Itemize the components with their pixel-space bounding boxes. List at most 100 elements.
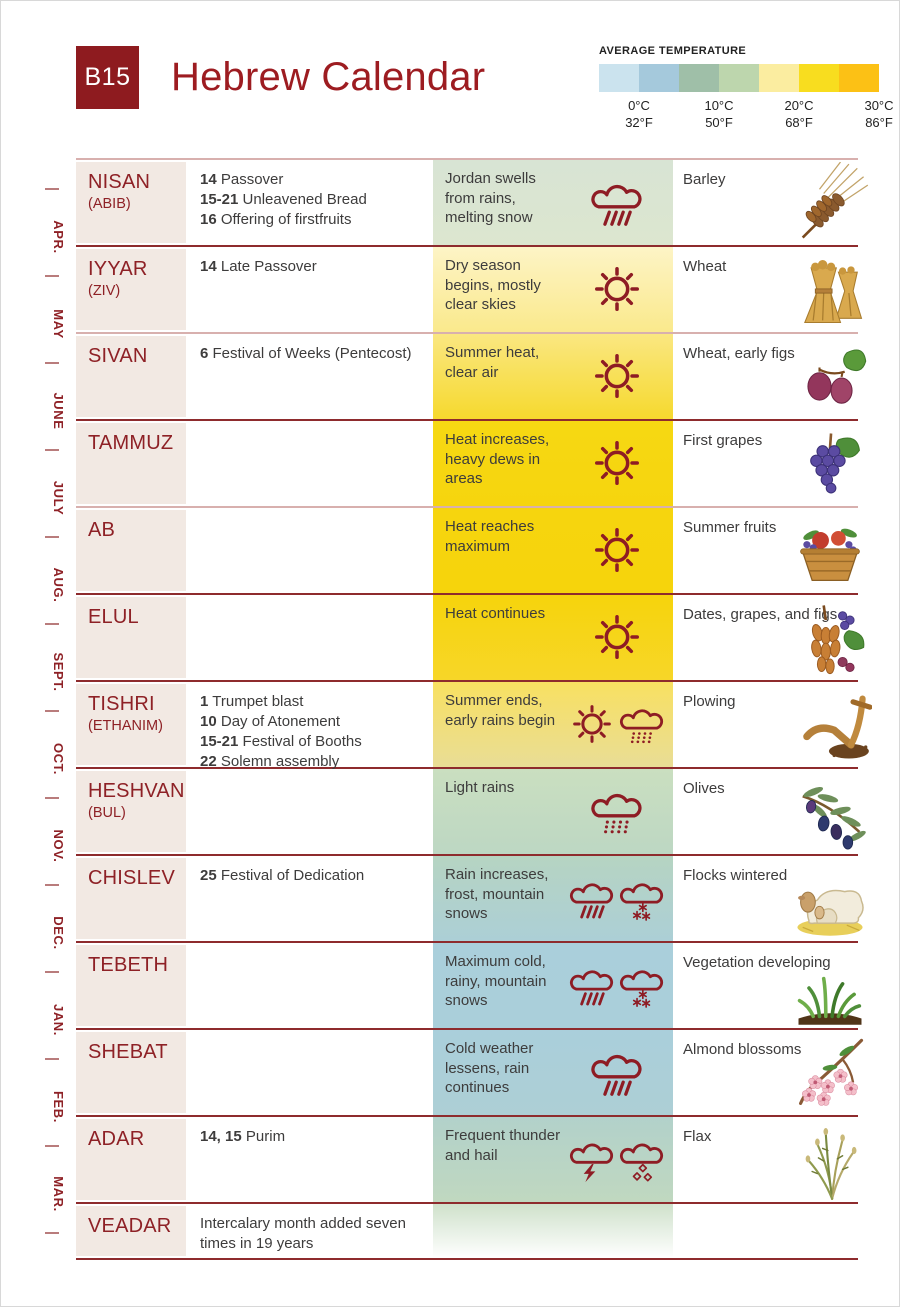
crops-cell: Plowing	[673, 682, 873, 767]
gregorian-month-label: SEPT.	[51, 652, 66, 692]
cloud-thunder-icon	[568, 1135, 616, 1188]
legend-stop-fahrenheit: 68°F	[785, 114, 813, 130]
legend-swatch	[599, 64, 639, 92]
gutter-tick	[45, 710, 59, 712]
month-row: ELUL Heat continues Dates, grapes, and fi…	[76, 593, 865, 680]
festival-name: Offering of firstfruits	[220, 211, 352, 229]
weather-cell: Dry season begins, mostly clear skies	[433, 247, 673, 332]
festival-day-number: 14	[200, 258, 217, 275]
festival-day-number: 25	[200, 867, 217, 884]
legend-stop-label: 20°C 68°F	[767, 98, 831, 132]
month-cell: ELUL	[76, 595, 186, 680]
legend-stop-fahrenheit: 32°F	[625, 114, 653, 130]
festival-day-number: 15-21	[200, 733, 239, 751]
legend-stop-celsius: 10°C	[704, 98, 734, 113]
festivals-cell: 14, 15 Purim	[186, 1117, 433, 1202]
month-row: TEBETH Maximum cold, rainy, mountain snow…	[76, 941, 862, 1028]
crop-illustration-flax	[788, 1119, 872, 1203]
weather-description: Summer ends, early rains begin	[445, 692, 556, 729]
weather-cell: Summer heat, clear air	[433, 334, 673, 419]
festivals-cell: 14 Passover 15-21 Unleavened Bread 16 Offe…	[186, 160, 433, 245]
festivals-cell: Intercalary month added seven times in 1…	[186, 1204, 433, 1258]
legend-swatches	[599, 64, 879, 92]
month-cell-bg: TEBETH	[76, 945, 186, 1026]
gutter-tick	[45, 971, 59, 973]
festival-line: 25 Festival of Dedication	[200, 866, 425, 886]
cloud-rain-slash-icon	[568, 961, 616, 1014]
festivals-cell	[186, 1030, 433, 1115]
crops-cell: Wheat, early figs	[673, 334, 867, 419]
festivals-cell: 1 Trumpet blast 10 Day of Atonement 15-21 …	[186, 682, 433, 771]
crops-cell: Flax	[673, 1117, 858, 1202]
weather-icons	[567, 343, 667, 413]
crop-label: Olives	[683, 780, 725, 797]
legend-stop-celsius: 30°C	[864, 98, 894, 113]
crop-illustration-sprouts	[788, 945, 872, 1029]
weather-description: Heat continues	[445, 605, 546, 622]
festival-line: 6 Festival of Weeks (Pentecost)	[200, 344, 425, 364]
month-subname: (ETHANIM)	[88, 718, 163, 734]
weather-cell: Summer ends, early rains begin	[433, 682, 673, 767]
festival-name: Passover	[220, 171, 284, 188]
weather-description: Frequent thunder and hail	[445, 1127, 561, 1164]
festivals-cell	[186, 421, 433, 506]
month-cell-bg: IYYAR (ZIV)	[76, 249, 186, 330]
festival-line: 14 Passover	[200, 170, 425, 190]
crop-label: Almond blossoms	[683, 1041, 802, 1058]
month-row: IYYAR (ZIV) 14 Late Passover Dry season beg…	[76, 245, 863, 332]
festival-day-number: 16	[200, 211, 217, 229]
festival-day-number: 1	[200, 693, 209, 710]
gregorian-month-label: AUG.	[51, 567, 66, 603]
festivals-cell: 6 Festival of Weeks (Pentecost)	[186, 334, 433, 419]
gutter-tick	[45, 449, 59, 451]
legend-stop-label: 30°C 86°F	[847, 98, 899, 132]
crops-cell: Wheat	[673, 247, 863, 332]
weather-description: Heat reaches maximum	[445, 518, 535, 555]
month-name: SHEBAT	[88, 1041, 168, 1063]
temperature-legend: AVERAGE TEMPERATURE 0°C 32°F 10°C 50°F 20°C 6…	[599, 45, 899, 134]
weather-icons	[567, 1213, 667, 1252]
cloud-snow-icon	[618, 961, 666, 1014]
legend-swatch	[799, 64, 839, 92]
weather-description: Dry season begins, mostly clear skies	[445, 257, 541, 313]
gutter-tick	[45, 884, 59, 886]
festival-name: Festival of Weeks (Pentecost)	[212, 345, 412, 362]
festivals-cell: 14 Late Passover	[186, 247, 433, 332]
weather-description	[445, 1213, 567, 1252]
month-cell: VEADAR	[76, 1204, 186, 1258]
festival-day-number: 22	[200, 753, 217, 771]
month-name: AB	[88, 519, 116, 541]
weather-icons	[567, 256, 667, 326]
legend-title: AVERAGE TEMPERATURE	[599, 45, 747, 57]
weather-description: Summer heat, clear air	[445, 344, 540, 381]
weather-icons	[567, 691, 667, 761]
sun-icon	[589, 348, 645, 409]
sun-icon	[589, 435, 645, 496]
gregorian-month-label: APR.	[51, 220, 66, 254]
month-cell: SIVAN	[76, 334, 186, 419]
month-row: SHEBAT Cold weather lessens, rain continu…	[76, 1028, 864, 1115]
weather-description: Heat increases, heavy dews in areas	[445, 431, 550, 487]
gutter-tick	[45, 275, 59, 277]
sun-icon	[589, 261, 645, 322]
gregorian-month-label: JAN.	[51, 1003, 66, 1037]
month-cell: TAMMUZ	[76, 421, 186, 506]
weather-cell: Frequent thunder and hail	[433, 1117, 673, 1202]
month-row: TISHRI (ETHANIM) 1 Trumpet blast 10 Day of …	[76, 680, 873, 771]
month-cell: ADAR	[76, 1117, 186, 1202]
legend-stop-fahrenheit: 50°F	[705, 114, 733, 130]
gutter-tick	[45, 1058, 59, 1060]
crops-cell: Flocks wintered	[673, 856, 864, 941]
crops-cell	[673, 1204, 858, 1258]
festival-line: 14 Late Passover	[200, 257, 425, 277]
crop-label: Wheat	[683, 258, 727, 275]
crop-illustration-wheat	[788, 249, 872, 333]
month-cell: TEBETH	[76, 943, 186, 1028]
gregorian-gutter: APR. MAY JUNE JULY AUG. SEPT. OCT. NOV. DEC. JAN.…	[41, 158, 75, 1268]
crops-cell: Vegetation developing	[673, 943, 862, 1028]
crop-label: Plowing	[683, 693, 736, 710]
festival-line: Intercalary month added seven times in 1…	[200, 1214, 425, 1254]
gregorian-month-label: DEC.	[51, 916, 66, 950]
gregorian-month-label: NOV.	[51, 829, 66, 863]
festival-name: Unleavened Bread	[242, 191, 367, 209]
